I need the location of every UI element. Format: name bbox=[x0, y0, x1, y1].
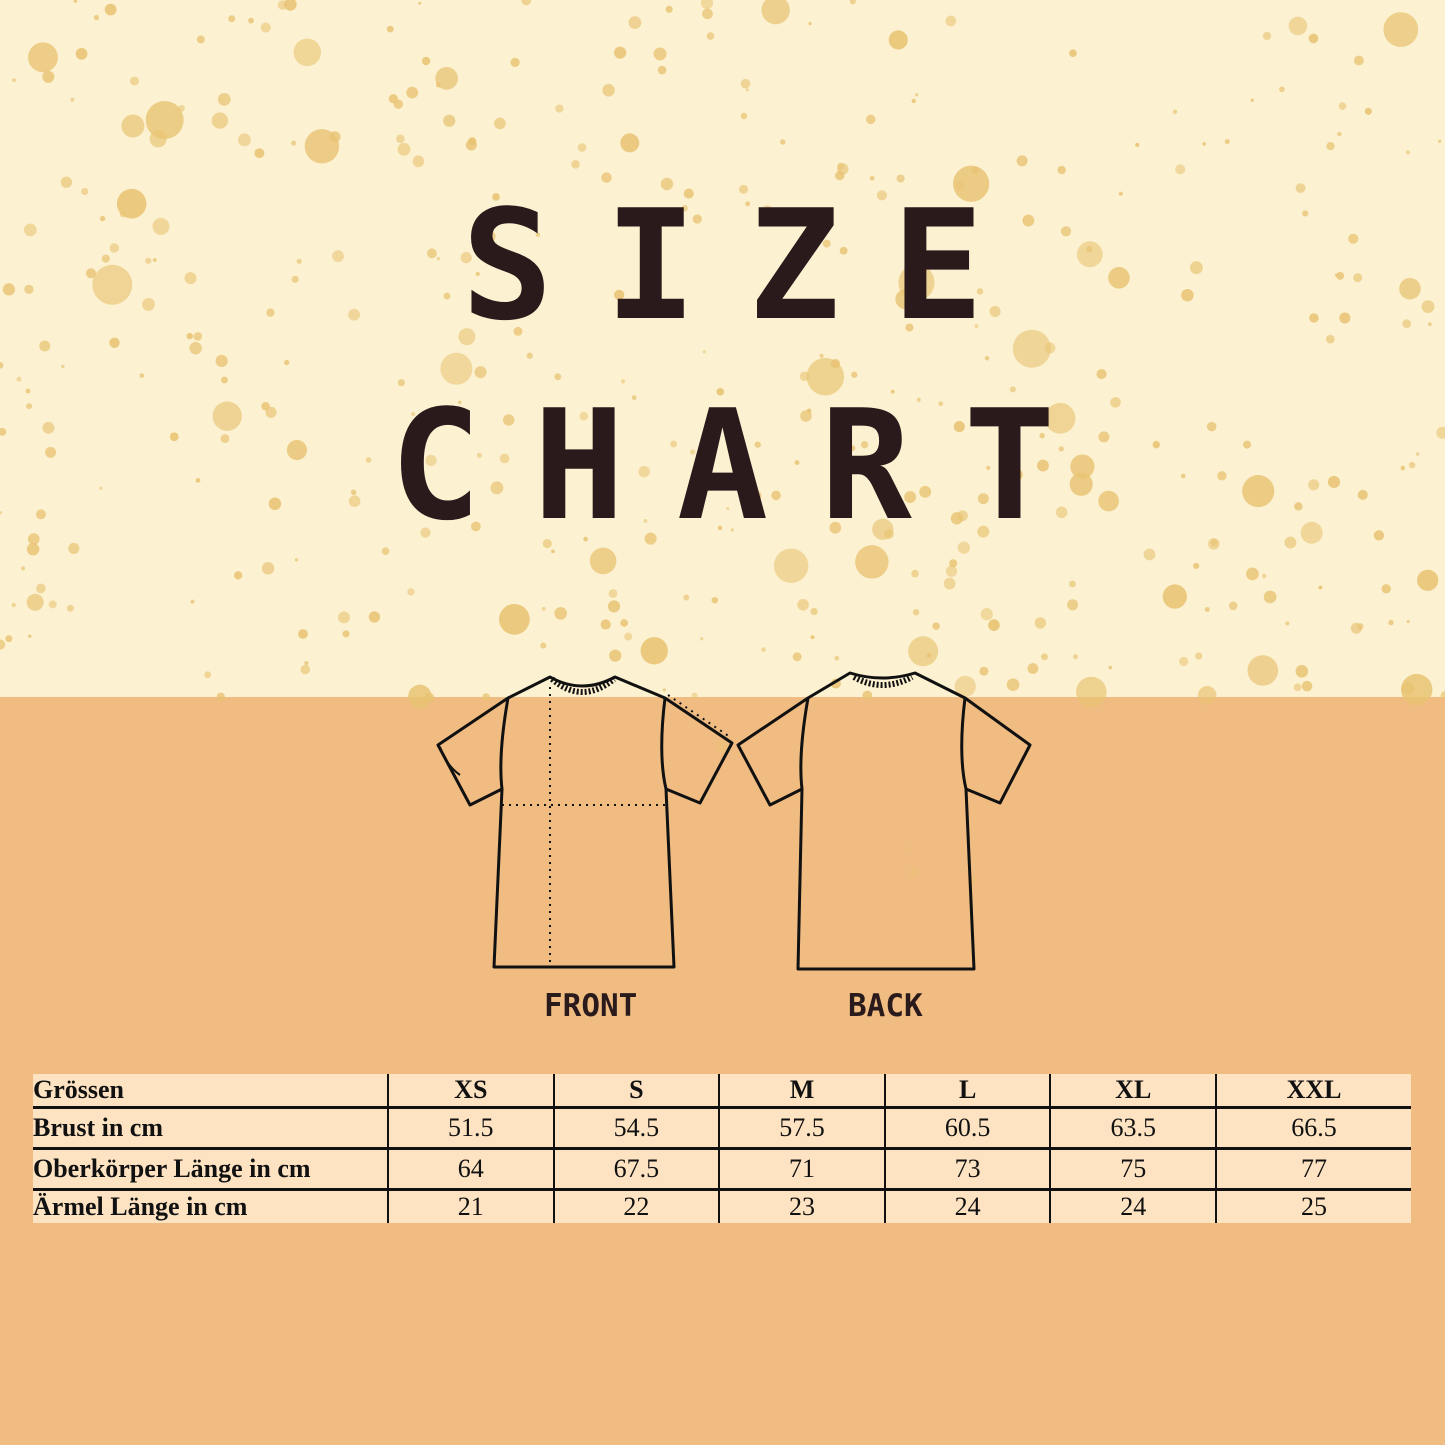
table-cell: 71 bbox=[718, 1147, 885, 1190]
table-cell: 73 bbox=[883, 1147, 1051, 1190]
title-line-2: CHART bbox=[389, 377, 1108, 554]
table-cell: 60.5 bbox=[883, 1106, 1051, 1149]
tshirt-back-icon bbox=[736, 671, 1032, 971]
row-label: Brust in cm bbox=[33, 1106, 388, 1149]
table-cell: 77 bbox=[1215, 1147, 1411, 1190]
title-line-1: SIZE bbox=[461, 177, 1036, 354]
table-row: Ärmel Länge in cm 21 22 23 24 24 25 bbox=[33, 1188, 1411, 1223]
table-cell: 64 bbox=[387, 1147, 554, 1190]
header-cell: XL bbox=[1049, 1074, 1217, 1108]
tshirt-front-icon bbox=[436, 675, 734, 969]
table-cell: 66.5 bbox=[1215, 1106, 1411, 1149]
table-header-row: Grössen XS S M L XL XXL bbox=[33, 1074, 1411, 1108]
table-cell: 75 bbox=[1049, 1147, 1217, 1190]
table-cell: 51.5 bbox=[387, 1106, 554, 1149]
table-cell: 25 bbox=[1215, 1188, 1411, 1223]
size-table: Grössen XS S M L XL XXL Brust in cm 51.5… bbox=[33, 1074, 1411, 1223]
header-cell: S bbox=[552, 1074, 720, 1108]
table-cell: 24 bbox=[1049, 1188, 1217, 1223]
header-cell: XS bbox=[387, 1074, 554, 1108]
table-cell: 22 bbox=[552, 1188, 720, 1223]
tshirt-illustrations bbox=[436, 671, 1032, 971]
header-cell: L bbox=[883, 1074, 1051, 1108]
front-label: FRONT bbox=[544, 988, 638, 1024]
header-cell: M bbox=[718, 1074, 885, 1108]
table-cell: 24 bbox=[883, 1188, 1051, 1223]
row-label: Oberkörper Länge in cm bbox=[33, 1147, 388, 1190]
back-label: BACK bbox=[848, 988, 923, 1024]
table-cell: 23 bbox=[718, 1188, 885, 1223]
header-cell: XXL bbox=[1215, 1074, 1411, 1108]
table-cell: 54.5 bbox=[552, 1106, 720, 1149]
table-cell: 67.5 bbox=[552, 1147, 720, 1190]
table-cell: 21 bbox=[387, 1188, 554, 1223]
table-row: Oberkörper Länge in cm 64 67.5 71 73 75 … bbox=[33, 1147, 1411, 1190]
header-cell: Grössen bbox=[33, 1075, 124, 1104]
row-label: Ärmel Länge in cm bbox=[33, 1188, 388, 1223]
top-background bbox=[0, 0, 1445, 697]
table-cell: 57.5 bbox=[718, 1106, 885, 1149]
table-cell: 63.5 bbox=[1049, 1106, 1217, 1149]
table-row: Brust in cm 51.5 54.5 57.5 60.5 63.5 66.… bbox=[33, 1106, 1411, 1149]
